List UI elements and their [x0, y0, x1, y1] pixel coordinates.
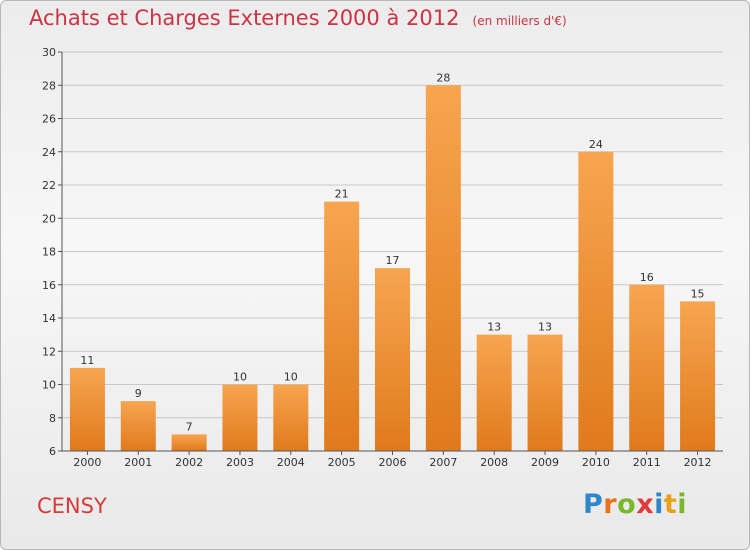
bar-value-label: 24: [589, 138, 603, 151]
y-tick-label: 12: [42, 345, 56, 358]
y-tick-label: 20: [42, 212, 56, 225]
y-tick-label: 22: [42, 179, 56, 192]
proxiti-logo[interactable]: Proxiti: [583, 489, 687, 520]
place-name: CENSY: [37, 494, 107, 518]
x-tick-label: 2006: [379, 456, 407, 469]
bar-value-label: 10: [233, 371, 247, 384]
chart-unit-note: (en milliers d'€): [472, 14, 567, 28]
x-tick-label: 2010: [582, 456, 610, 469]
bar-value-label: 10: [284, 371, 298, 384]
bar-value-label: 7: [186, 420, 193, 433]
bar-2005: [324, 201, 360, 451]
logo-letter: P: [583, 489, 604, 520]
x-tick-label: 2011: [633, 456, 661, 469]
title-row: Achats et Charges Externes 2000 à 2012 (…: [29, 6, 567, 30]
bar-2007: [425, 85, 461, 451]
x-tick-label: 2008: [480, 456, 508, 469]
bar-2012: [680, 301, 716, 451]
chart-title: Achats et Charges Externes 2000 à 2012: [29, 6, 460, 30]
bar-2001: [120, 401, 156, 451]
y-tick-label: 28: [42, 79, 56, 92]
bar-value-label: 11: [80, 354, 94, 367]
logo-letter: t: [663, 489, 678, 520]
axes: 6 8 10 12 14 16 18 20 22 24 26 28 30 2000 2001 2002 2003…: [42, 46, 723, 469]
bar-2003: [222, 384, 258, 451]
y-tick-label: 14: [42, 312, 56, 325]
y-tick-label: 26: [42, 113, 56, 126]
bar-2009: [527, 334, 563, 451]
x-tick-label: 2002: [175, 456, 203, 469]
y-tick-label: 6: [49, 445, 56, 458]
y-tick-label: 8: [49, 412, 56, 425]
logo-letter: o: [617, 489, 637, 520]
bars: 11 9 7 10 10 21 17 28 13 13 24 16 15: [69, 71, 716, 451]
logo-letter: r: [603, 489, 618, 520]
bar-2000: [69, 367, 105, 451]
bar-value-label: 17: [386, 254, 400, 267]
bar-value-label: 13: [487, 321, 501, 334]
bar-2004: [273, 384, 309, 451]
y-tick-label: 30: [42, 46, 56, 59]
x-tick-label: 2001: [124, 456, 152, 469]
x-tick-label: 2000: [73, 456, 101, 469]
x-tick-label: 2003: [226, 456, 254, 469]
bar-value-label: 16: [640, 271, 654, 284]
bar-value-label: 15: [691, 287, 705, 300]
y-tick-label: 16: [42, 279, 56, 292]
bar-value-label: 28: [436, 71, 450, 84]
bar-value-label: 13: [538, 321, 552, 334]
bar-2008: [476, 334, 512, 451]
x-tick-label: 2009: [531, 456, 559, 469]
logo-letter: x: [636, 489, 655, 520]
logo-letter: i: [654, 489, 664, 520]
bar-value-label: 9: [135, 387, 142, 400]
bar-2006: [375, 268, 410, 451]
x-tick-label: 2004: [277, 456, 305, 469]
bar-value-label: 21: [335, 188, 349, 201]
logo-letter: i: [677, 489, 688, 520]
y-tick-label: 18: [42, 246, 56, 259]
y-tick-label: 10: [42, 379, 56, 392]
bar-2011: [629, 284, 665, 451]
bar-2002: [171, 434, 207, 451]
x-tick-label: 2005: [328, 456, 356, 469]
x-tick-label: 2012: [684, 456, 712, 469]
bar-2010: [578, 151, 614, 451]
x-tick-label: 2007: [429, 456, 457, 469]
y-tick-label: 24: [42, 146, 56, 159]
